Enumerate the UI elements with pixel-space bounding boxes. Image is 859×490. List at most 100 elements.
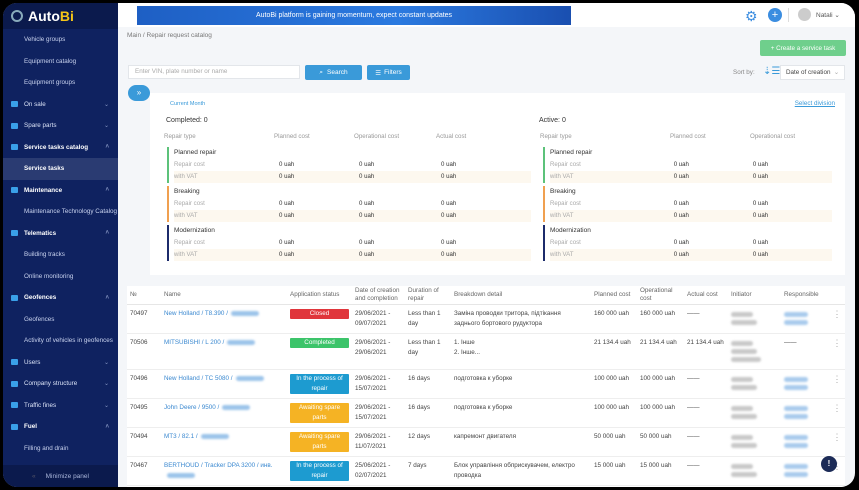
cost-row: Repair cost 0 uah 0 uah	[550, 159, 832, 171]
column-header[interactable]: Breakdown detail	[454, 291, 503, 298]
responsible[interactable]	[781, 305, 829, 333]
sidebar-item[interactable]: Geofences	[3, 309, 118, 331]
column-header[interactable]: Application status	[290, 291, 340, 298]
sidebar-item[interactable]: Spare parts ⌄	[3, 115, 118, 137]
user-menu[interactable]: Natali ⌄	[816, 12, 840, 19]
logo[interactable]: Auto Bi	[3, 3, 118, 29]
responsible[interactable]	[781, 399, 829, 427]
column-header: Repair type	[164, 133, 196, 140]
help-button[interactable]: !	[821, 456, 837, 472]
column-header[interactable]: №	[130, 291, 137, 298]
cost-value: 0 uah	[359, 239, 375, 246]
column-header[interactable]: Name	[164, 291, 181, 298]
announcement-banner[interactable]: AutoBi platform is gaining momentum, exp…	[137, 6, 571, 25]
column-header[interactable]: Date of creation and completion	[355, 287, 400, 302]
sidebar-item[interactable]: Service tasks catalog ˄	[3, 137, 118, 159]
blurred-name	[784, 320, 808, 325]
repair-type-block: Breaking Repair cost 0 uah 0 uah 0 uah with V…	[167, 186, 531, 222]
column-header: Operational cost	[354, 133, 400, 140]
table-row[interactable]: 70496 New Holland / TC 5080 / In the proce…	[127, 370, 845, 399]
sidebar-item[interactable]: Service tasks	[3, 158, 118, 180]
vehicle-name-link[interactable]: New Holland / TC 5080 /	[161, 370, 287, 398]
vehicle-name-link[interactable]: MT3 / 82.1 /	[161, 428, 287, 456]
sidebar-item[interactable]: Geofences ˄	[3, 287, 118, 309]
request-id: 70506	[130, 339, 148, 346]
search-input[interactable]: Enter VIN, plate number or name	[128, 65, 300, 79]
operational-cost: 21 134.4 uah	[640, 339, 677, 346]
sort-order-icon[interactable]: ⇣☰	[763, 66, 781, 77]
sidebar-item[interactable]: Online monitoring	[3, 266, 118, 288]
sort-select[interactable]: Date of creation ⌄	[780, 65, 845, 80]
responsible[interactable]	[781, 486, 829, 487]
table-row[interactable]: 70497 New Holland / T8.390 / Closed 29/06/2…	[127, 305, 845, 334]
responsible[interactable]	[781, 428, 829, 456]
more-options-icon[interactable]: ⋮	[832, 338, 842, 348]
repair-type-block: Modernization Repair cost 0 uah 0 uah 0 uah w…	[167, 225, 531, 261]
more-options-icon[interactable]: ⋮	[832, 432, 842, 442]
breakdown-detail: 1. Інше 2. Інше...	[454, 339, 481, 356]
operational-cost: 50 000 uah	[640, 433, 672, 440]
table-row[interactable]: 70494 MT3 / 82.1 / Awaiting spare parts 29/…	[127, 428, 845, 457]
sidebar-item[interactable]: Activity of vehicles in geofences	[3, 330, 118, 352]
filters-button[interactable]: ☰ Filters	[367, 65, 410, 80]
create-service-task-button[interactable]: + Create a service task	[760, 40, 846, 56]
plate-number-blurred	[227, 339, 256, 345]
search-button[interactable]: ⌕ Search	[305, 65, 362, 80]
vehicle-name-link[interactable]: MITSUBISHI / L 200 /	[161, 334, 287, 369]
gear-icon[interactable]: ⚙	[745, 8, 758, 24]
sidebar-item[interactable]: Telematics ˄	[3, 223, 118, 245]
sidebar-item[interactable]: Maintenance ˄	[3, 180, 118, 202]
more-options-icon[interactable]: ⋮	[832, 403, 842, 413]
column-header[interactable]: Actual cost	[687, 291, 718, 298]
sidebar-item[interactable]: Filling and drain	[3, 438, 118, 460]
sidebar-item[interactable]: On sale ⌄	[3, 94, 118, 116]
blurred-name	[731, 385, 757, 390]
sidebar-item[interactable]: Users ⌄	[3, 352, 118, 374]
cost-table-header: Repair type Planned cost Operational cost A…	[164, 133, 534, 145]
period-filter[interactable]: Current Month	[170, 101, 206, 107]
sidebar-item-label: Equipment groups	[24, 79, 76, 87]
table-row[interactable]: 70493CASE IH / SPX Patriot 3330 /Complet…	[127, 486, 845, 487]
sidebar-item[interactable]: Fuel ˄	[3, 416, 118, 438]
avatar[interactable]	[798, 8, 811, 21]
blurred-name	[784, 414, 808, 419]
vehicle-name-link[interactable]: BERTHOUD / Tracker DPA 3200 / инв.	[161, 457, 287, 485]
add-button[interactable]: +	[768, 8, 782, 22]
sidebar-item-label: Equipment catalog	[24, 57, 77, 65]
select-division-link[interactable]: Select division	[794, 100, 835, 107]
chevron-down-icon: ⌄	[103, 381, 109, 388]
cost-table-header: Repair type Planned cost Operational cost	[540, 133, 835, 145]
cost-value: 0 uah	[359, 251, 375, 258]
column-header[interactable]: Operational cost	[640, 287, 673, 302]
vehicle-name-link[interactable]: CASE IH / SPX Patriot 3330 /	[161, 486, 287, 487]
more-options-icon[interactable]: ⋮	[832, 461, 842, 471]
vehicle-name-link[interactable]: John Deere / 9500 /	[161, 399, 287, 427]
sidebar-item[interactable]: Company structure ⌄	[3, 373, 118, 395]
sidebar-item[interactable]: Traffic fines ⌄	[3, 395, 118, 417]
responsible[interactable]	[781, 370, 829, 398]
responsible[interactable]	[781, 457, 829, 485]
table-row[interactable]: 70467 BERTHOUD / Tracker DPA 3200 / инв. I…	[127, 457, 845, 486]
more-options-icon[interactable]: ⋮	[832, 374, 842, 384]
sidebar-item[interactable]: Vehicle groups	[3, 29, 118, 51]
table-row[interactable]: 70506 MITSUBISHI / L 200 / Completed 29/06/…	[127, 334, 845, 370]
minimize-panel-button[interactable]: «Minimize panel	[3, 465, 118, 487]
sidebar-item[interactable]: Equipment catalog	[3, 51, 118, 73]
column-header[interactable]: Planned cost	[594, 291, 631, 298]
sidebar-item[interactable]: Building tracks	[3, 244, 118, 266]
plate-number-blurred	[230, 310, 259, 316]
sidebar-item-label: Telematics	[24, 229, 57, 237]
cost-value: 0 uah	[359, 212, 375, 219]
more-options-icon[interactable]: ⋮	[832, 309, 842, 319]
breadcrumb[interactable]: Main / Repair request catalog	[127, 32, 212, 39]
table-row[interactable]: 70495 John Deere / 9500 / Awaiting spare p…	[127, 399, 845, 428]
chevrons-left-icon: «	[32, 472, 36, 480]
sidebar-item[interactable]: Equipment groups	[3, 72, 118, 94]
vehicle-name-link[interactable]: New Holland / T8.390 /	[161, 305, 287, 333]
column-header[interactable]: Duration of repair	[408, 287, 439, 302]
sidebar-item[interactable]: Maintenance Technology Catalog	[3, 201, 118, 223]
column-header[interactable]: Initiator	[731, 291, 752, 298]
column-header[interactable]: Responsible	[784, 291, 819, 298]
more-options-icon[interactable]: ⋮	[829, 486, 845, 487]
expand-summary-button[interactable]: »	[128, 85, 150, 101]
